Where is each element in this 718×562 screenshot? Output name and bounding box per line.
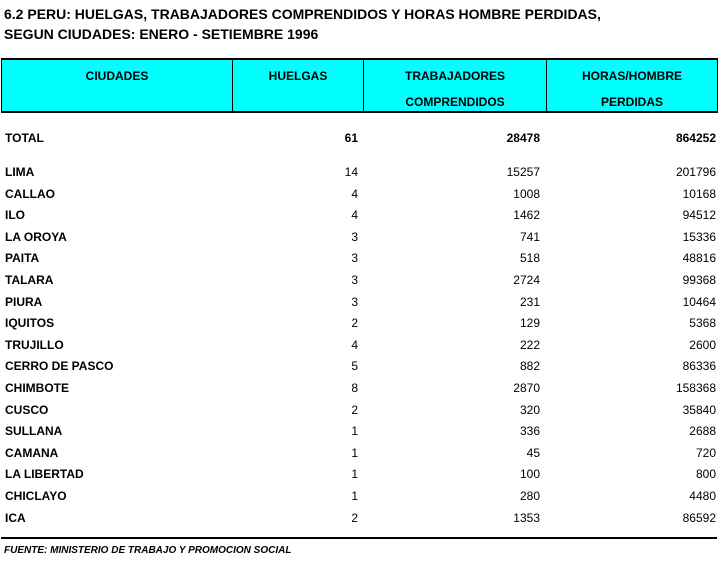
horas-value: 94512 [682, 208, 716, 223]
source-note: FUENTE: MINISTERIO DE TRABAJO Y PROMOCIO… [4, 545, 292, 556]
city-name: LIMA [5, 165, 35, 179]
horas-value: 158368 [675, 381, 716, 395]
city-name: CALLAO [5, 186, 55, 201]
trabajadores-value: 100 [519, 467, 540, 482]
table-row: CHICLAYO 1 280 4480 [0, 489, 718, 509]
table-row: CAMANA 1 45 720 [0, 446, 718, 466]
huelgas-value: 2 [351, 510, 358, 525]
horas-value: 2600 [689, 337, 716, 352]
horas-value: 99368 [682, 273, 716, 287]
footer-divider [1, 537, 717, 539]
trabajadores-value: 1008 [513, 186, 540, 201]
trabajadores-value: 2724 [513, 273, 540, 287]
huelgas-value: 3 [351, 273, 358, 287]
horas-value: 86592 [682, 510, 716, 525]
horas-value: 720 [695, 445, 716, 460]
trabajadores-value: 129 [519, 316, 540, 331]
trabajadores-value: 741 [519, 229, 540, 244]
table-row: TALARA 3 2724 99368 [0, 273, 718, 293]
city-name: IQUITOS [5, 316, 55, 331]
trabajadores-value: 231 [519, 294, 540, 309]
city-name: ILO [5, 208, 25, 223]
horas-value: 86336 [682, 359, 716, 374]
huelgas-value: 1 [351, 424, 358, 439]
table-row: SULLANA 1 336 2688 [0, 424, 718, 444]
horas-value: 10168 [682, 186, 716, 201]
table-row: IQUITOS 2 129 5368 [0, 316, 718, 336]
header-horas: HORAS/HOMBRE PERDIDAS [546, 60, 717, 111]
huelgas-value: 5 [351, 359, 358, 374]
title-line-2: SEGUN CIUDADES: ENERO - SETIEMBRE 1996 [4, 26, 319, 42]
trabajadores-value: 336 [519, 424, 540, 439]
table-row: CERRO DE PASCO 5 882 86336 [0, 359, 718, 379]
huelgas-value: 2 [351, 402, 358, 417]
city-name: LA OROYA [5, 229, 67, 244]
table-row: PAITA 3 518 48816 [0, 251, 718, 271]
huelgas-value: 4 [351, 186, 358, 201]
huelgas-value: 8 [351, 381, 358, 395]
huelgas-value: 2 [351, 316, 358, 331]
trabajadores-value: 320 [519, 402, 540, 417]
huelgas-value: 3 [351, 294, 358, 309]
table-row: ICA 2 1353 86592 [0, 511, 718, 531]
horas-value: 201796 [675, 165, 716, 179]
huelgas-value: 1 [351, 467, 358, 482]
trabajadores-value: 518 [519, 251, 540, 266]
table-row: CALLAO 4 1008 10168 [0, 187, 718, 207]
trabajadores-value: 280 [519, 489, 540, 503]
city-name: CAMANA [5, 445, 59, 460]
trabajadores-value: 1462 [513, 208, 540, 223]
city-name: LA LIBERTAD [5, 467, 84, 482]
table-header: CIUDADES HUELGAS TRABAJADORES COMPRENDIDO… [1, 58, 718, 113]
huelgas-value: 3 [351, 251, 358, 266]
city-name: ICA [5, 510, 26, 525]
trabajadores-value: 45 [526, 445, 540, 460]
horas-value: 10464 [682, 294, 716, 309]
table-row: TRUJILLO 4 222 2600 [0, 338, 718, 358]
huelgas-value: 4 [351, 208, 358, 223]
huelgas-value: 1 [351, 445, 358, 460]
city-name: CUSCO [5, 402, 49, 417]
city-name: CHICLAYO [5, 489, 67, 503]
city-name: TRUJILLO [5, 337, 64, 352]
horas-value: 35840 [682, 402, 716, 417]
city-name: PIURA [5, 294, 43, 309]
city-name: SULLANA [5, 424, 63, 439]
title-line-1: 6.2 PERU: HUELGAS, TRABAJADORES COMPREND… [4, 6, 601, 22]
trabajadores-value: 2870 [513, 381, 540, 395]
header-huelgas: HUELGAS [232, 60, 363, 111]
horas-value: 800 [695, 467, 716, 482]
huelgas-value: 14 [344, 165, 358, 179]
table-row: LIMA 14 15257 201796 [0, 165, 718, 185]
huelgas-value: 4 [351, 337, 358, 352]
huelgas-value: 3 [351, 229, 358, 244]
total-row: TOTAL 61 28478 864252 [5, 131, 716, 145]
horas-value: 48816 [682, 251, 716, 266]
header-ciudades: CIUDADES [85, 69, 149, 83]
trabajadores-value: 15257 [506, 165, 540, 179]
city-name: PAITA [5, 251, 40, 266]
table-row: CUSCO 2 320 35840 [0, 403, 718, 423]
table-row: PIURA 3 231 10464 [0, 295, 718, 315]
trabajadores-value: 1353 [513, 510, 540, 525]
city-name: CHIMBOTE [5, 381, 69, 395]
horas-value: 2688 [689, 424, 716, 439]
table-row: ILO 4 1462 94512 [0, 208, 718, 228]
header-trabajadores: TRABAJADORES COMPRENDIDOS [363, 60, 546, 111]
trabajadores-value: 882 [519, 359, 540, 374]
horas-value: 15336 [682, 229, 716, 244]
horas-value: 4480 [689, 489, 716, 503]
huelgas-value: 1 [351, 489, 358, 503]
trabajadores-value: 222 [519, 337, 540, 352]
table-row: LA LIBERTAD 1 100 800 [0, 467, 718, 487]
city-name: CERRO DE PASCO [5, 359, 114, 374]
table-row: LA OROYA 3 741 15336 [0, 230, 718, 250]
horas-value: 5368 [689, 316, 716, 331]
city-name: TALARA [5, 273, 54, 287]
table-row: CHIMBOTE 8 2870 158368 [0, 381, 718, 401]
